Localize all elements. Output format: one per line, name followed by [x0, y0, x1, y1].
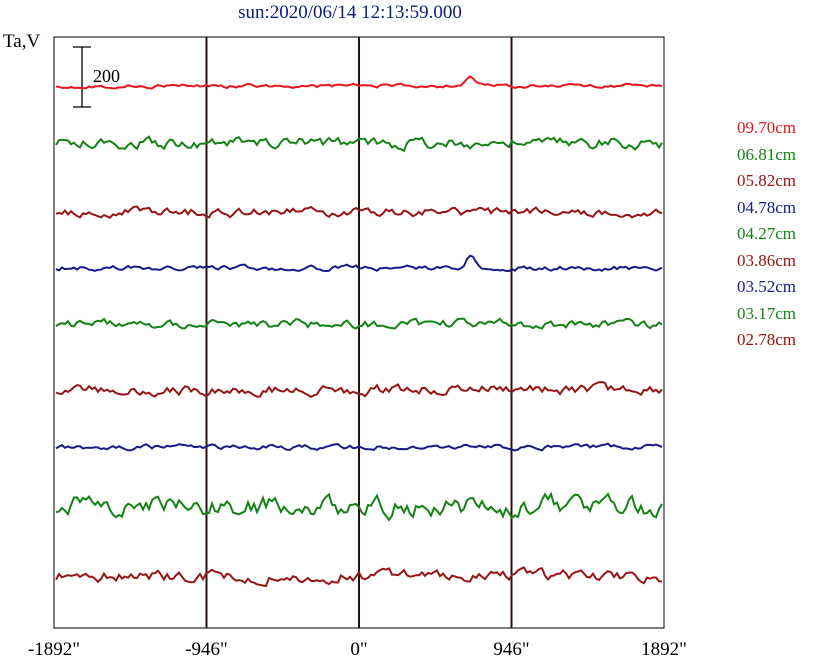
- series-line-05.82cm: [55, 205, 663, 220]
- legend-entry-05.82cm: 05.82cm: [737, 171, 797, 190]
- series-line-03.86cm: [55, 380, 663, 399]
- legend-entry-04.27cm: 04.27cm: [737, 224, 797, 243]
- x-tick-label: 1892": [641, 639, 687, 660]
- x-tick-label: 946": [493, 639, 529, 660]
- legend-entry-09.70cm: 09.70cm: [737, 118, 797, 137]
- x-tick-label: -946": [185, 639, 228, 660]
- scale-bar: 200: [73, 46, 120, 108]
- y-axis-label: Ta,V: [3, 31, 41, 52]
- scale-bar-label: 200: [93, 66, 120, 86]
- series-line-06.81cm: [55, 135, 663, 153]
- series-line-03.52cm: [55, 442, 663, 452]
- x-tick-label: 0": [350, 639, 367, 660]
- legend-entry-03.17cm: 03.17cm: [737, 303, 797, 323]
- x-tick-label: -1892": [28, 639, 80, 660]
- legend-entry-04.78cm: 04.78cm: [737, 197, 797, 217]
- legend-entry-03.86cm: 03.86cm: [737, 250, 797, 270]
- series-line-04.78cm: [55, 254, 663, 273]
- series-line-04.27cm: [55, 317, 663, 330]
- legend-entry-06.81cm: 06.81cm: [737, 144, 797, 164]
- series-line-09.70cm: [55, 75, 663, 90]
- chart-title: sun:2020/06/14 12:13:59.000: [238, 2, 462, 23]
- legend-entry-02.78cm: 02.78cm: [737, 330, 797, 349]
- legend-entry-03.52cm: 03.52cm: [737, 277, 797, 296]
- series-line-03.17cm: [55, 491, 663, 522]
- series-line-02.78cm: [55, 566, 663, 588]
